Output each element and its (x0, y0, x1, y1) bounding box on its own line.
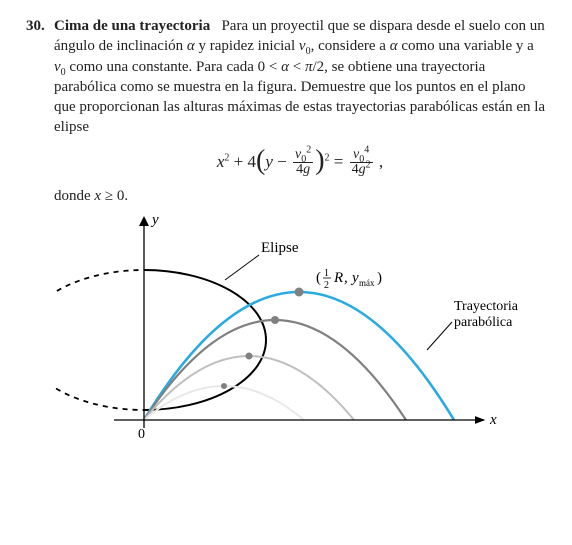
leader-ellipse (225, 255, 259, 280)
trajectory-2 (144, 320, 406, 420)
problem-title: Cima de una trayectoria (54, 18, 210, 34)
problem-text-run: Cima de una trayectoria Para un proyecti… (54, 18, 545, 135)
svg-text:,: , (344, 270, 348, 286)
ellipse-label: Elipse (261, 240, 299, 256)
trajectory-label-1: Trayectoria (454, 299, 519, 314)
problem-number: 30. (26, 16, 54, 206)
axis-x-label: x (489, 412, 497, 428)
svg-text:(: ( (316, 270, 321, 286)
leader-trajectory (427, 322, 452, 350)
ellipse-right-solid (54, 270, 266, 410)
problem-content: Cima de una trayectoria Para un proyecti… (54, 16, 546, 206)
post-equation: donde x ≥ 0. (54, 186, 546, 206)
svg-text:2: 2 (324, 280, 329, 291)
ellipse-left-dashed (54, 270, 266, 410)
trajectory-3 (144, 356, 354, 420)
point-label: ( 1 2 R , y máx ) (316, 268, 382, 291)
svg-text:y: y (350, 270, 359, 286)
axis-y-label: y (150, 212, 159, 228)
trajectory-highlight (144, 292, 454, 420)
equation: x2 + 4(y − v024g)2 = v044g2 , (54, 148, 546, 178)
problem-block: 30. Cima de una trayectoria Para un proy… (26, 16, 546, 206)
trajectory-label-2: parabólica (454, 315, 513, 330)
apex-notch-3 (246, 353, 253, 360)
apex-notch-2 (271, 316, 279, 324)
apex-notch-4 (221, 383, 227, 389)
figure-svg: y x 0 Elipse ( 1 2 R , y máx ) Trayector… (54, 210, 524, 450)
origin-label: 0 (138, 427, 145, 442)
trajectory-4 (144, 386, 304, 420)
apex-notch-1 (295, 288, 304, 297)
svg-text:): ) (377, 270, 382, 286)
axis-y-arrow (139, 216, 149, 226)
svg-text:1: 1 (324, 268, 329, 279)
svg-text:R: R (333, 270, 343, 286)
problem-body: Para un proyectil que se dispara desde e… (54, 18, 545, 135)
svg-text:máx: máx (359, 278, 375, 288)
figure: y x 0 Elipse ( 1 2 R , y máx ) Trayector… (54, 210, 546, 456)
